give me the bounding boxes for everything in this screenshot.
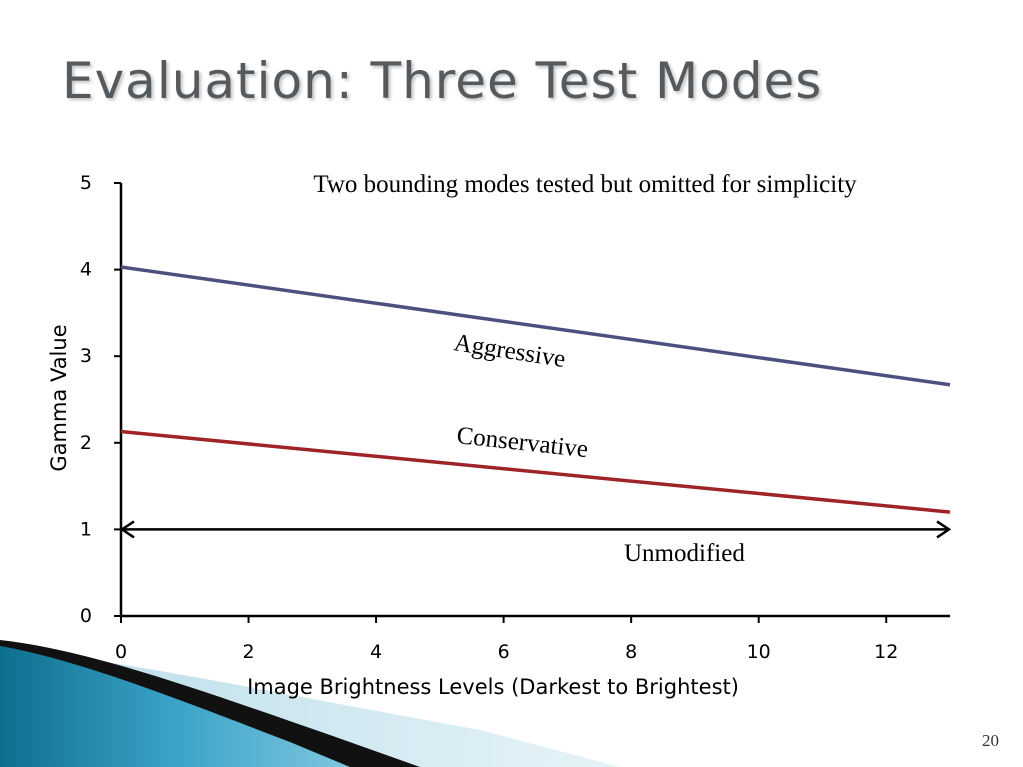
series-label-unmodified: Unmodified — [624, 540, 745, 567]
x-tick-label: 10 — [747, 641, 771, 663]
x-tick-label: 8 — [625, 641, 637, 663]
axes — [119, 183, 950, 618]
chart-annotation: Two bounding modes tested but omitted fo… — [313, 171, 857, 198]
y-tick-label: 0 — [80, 605, 92, 627]
page-number: 20 — [982, 731, 999, 750]
x-tick-label: 2 — [242, 641, 254, 663]
y-tick-label: 4 — [80, 259, 92, 281]
y-tick-label: 5 — [80, 172, 92, 194]
series-line-aggressive — [120, 265, 951, 387]
x-tick-label: 6 — [498, 641, 510, 663]
x-tick-label: 12 — [874, 641, 898, 663]
y-tick-label: 3 — [80, 345, 92, 367]
arrowhead-right — [936, 520, 952, 539]
y-tick-label: 2 — [80, 432, 92, 454]
x-axis-title: Image Brightness Levels (Darkest to Brig… — [247, 675, 739, 699]
series-lines — [119, 265, 952, 539]
series-label-aggressive: Aggressive — [452, 329, 567, 373]
slide-title: Evaluation: Three Test Modes — [62, 52, 823, 110]
x-tick-label: 0 — [115, 641, 127, 663]
x-tick-label: 4 — [370, 641, 382, 663]
y-tick-label: 1 — [80, 518, 92, 540]
y-axis-title: Gamma Value — [47, 324, 71, 471]
arrowhead-left — [119, 520, 135, 539]
series-label-conservative: Conservative — [455, 422, 589, 463]
series-line-conservative — [120, 429, 951, 514]
